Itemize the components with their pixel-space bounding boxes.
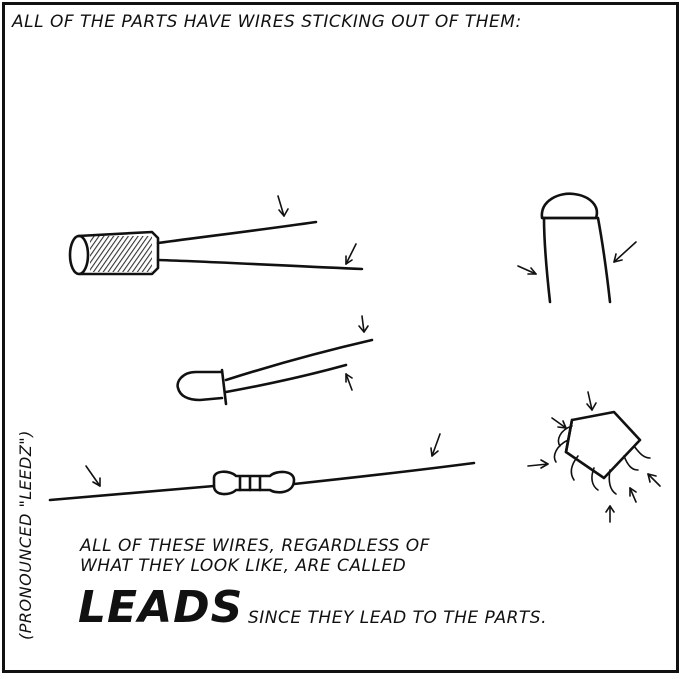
caption-rest: SINCE THEY LEAD TO THE PARTS. [248, 608, 547, 628]
chip-icon [553, 410, 651, 495]
resistor-icon [48, 461, 476, 502]
chip-lead-arrows [527, 391, 661, 523]
resistor-lead-arrows [85, 433, 441, 487]
led-icon [176, 338, 374, 406]
caption-line-2: WHAT THEY LOOK LIKE, ARE CALLED [80, 556, 407, 576]
capacitor-icon [68, 220, 364, 276]
top-caption: ALL OF THE PARTS HAVE WIRES STICKING OUT… [12, 12, 522, 32]
capacitor-lead-arrows [277, 195, 357, 265]
leads-emphasis: LEADS [78, 582, 244, 633]
transistor-icon [540, 192, 612, 304]
transistor-lead-arrows [517, 241, 637, 275]
comic-panel [2, 2, 679, 673]
led-lead-arrows [345, 315, 369, 391]
caption-line-1: ALL OF THESE WIRES, REGARDLESS OF [80, 536, 430, 556]
